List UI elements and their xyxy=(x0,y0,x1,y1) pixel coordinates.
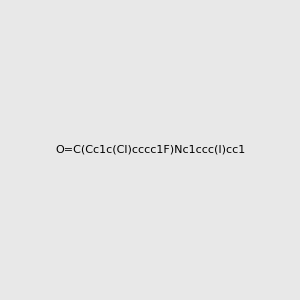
Text: O=C(Cc1c(Cl)cccc1F)Nc1ccc(I)cc1: O=C(Cc1c(Cl)cccc1F)Nc1ccc(I)cc1 xyxy=(55,145,245,155)
